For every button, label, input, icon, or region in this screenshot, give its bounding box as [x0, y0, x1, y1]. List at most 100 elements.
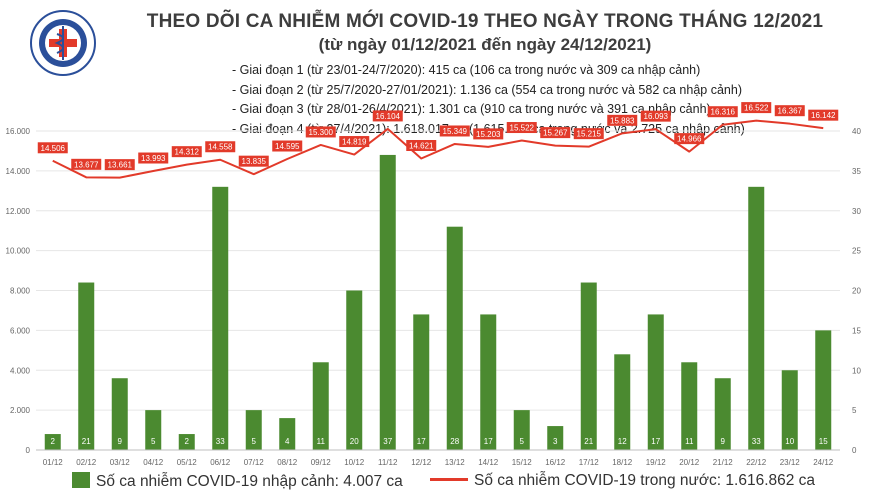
y-left-tick-label: 4.000	[10, 366, 31, 375]
line-value-label: 16.104	[376, 112, 401, 121]
bar	[714, 378, 731, 450]
line-value-label-box	[439, 125, 470, 137]
bar-value-label: 2	[185, 437, 190, 446]
line-value-label-box	[305, 126, 336, 138]
x-tick-label: 09/12	[311, 458, 332, 467]
line-value-label-box	[272, 140, 303, 152]
bar	[647, 314, 664, 450]
line-value-label: 14.312	[175, 148, 200, 157]
legend-line-label: Số ca nhiễm COVID-19 trong nước: 1.616.8…	[474, 472, 816, 489]
x-tick-label: 02/12	[76, 458, 97, 467]
bar	[547, 426, 564, 450]
line-value-label: 15.522	[510, 124, 535, 133]
x-tick-label: 03/12	[110, 458, 131, 467]
line-value-label: 13.677	[74, 160, 99, 169]
line-value-label-box	[506, 122, 537, 134]
bar-value-label: 17	[417, 437, 426, 446]
legend-line-entry: Số ca nhiễm COVID-19 trong nước: 1.616.8…	[430, 472, 815, 490]
line-value-label: 15.267	[543, 129, 568, 138]
chart-subtitle: (từ ngày 01/12/2021 đến ngày 24/12/2021)	[318, 35, 652, 54]
x-tick-label: 04/12	[143, 458, 164, 467]
x-tick-label: 08/12	[277, 458, 298, 467]
line-value-label: 14.558	[208, 143, 233, 152]
bar-value-label: 33	[216, 437, 225, 446]
line-series: 14.506 13.677 13.661 13.993 14.312 14.558 13.8…	[37, 102, 839, 179]
y-right-tick-label: 5	[852, 406, 857, 415]
bar	[245, 410, 262, 450]
axes: 0 2.000 4.000 6.000 8.000 10.000 12.000 14.000 1…	[6, 127, 862, 467]
y-right-tick-label: 35	[852, 167, 861, 176]
y-right-tick-label: 30	[852, 207, 861, 216]
x-tick-label: 24/12	[813, 458, 834, 467]
line-value-label-box	[741, 102, 772, 114]
line-value-label: 14.966	[677, 135, 702, 144]
chart-title: THEO DÕI CA NHIỄM MỚI COVID-19 THEO NGÀY…	[146, 11, 824, 32]
bar	[379, 154, 396, 451]
bar	[781, 370, 798, 450]
line-value-label-box	[205, 141, 236, 153]
legend-bar-swatch	[72, 472, 90, 488]
line-value-label: 16.316	[711, 108, 736, 117]
bar	[145, 410, 162, 450]
line-value-label-box	[138, 152, 169, 164]
bar	[279, 418, 296, 450]
x-tick-label: 21/12	[713, 458, 734, 467]
bar-value-label: 21	[82, 437, 91, 446]
x-tick-label: 13/12	[445, 458, 466, 467]
bar-value-label: 17	[651, 437, 660, 446]
line-value-label: 16.093	[644, 112, 669, 121]
phase-2-text: - Giai đoạn 2 (từ 25/7/2020-27/01/2021):…	[232, 82, 742, 97]
legend-bar-entry: Số ca nhiễm COVID-19 nhập cảnh: 4.007 ca	[72, 472, 403, 491]
line-value-label-box	[808, 109, 839, 121]
line-value-label: 14.506	[41, 144, 66, 153]
y-left-tick-label: 8.000	[10, 287, 31, 296]
y-right-tick-label: 25	[852, 247, 861, 256]
y-right-tick-label: 40	[852, 127, 861, 136]
bar-value-label: 2	[51, 437, 56, 446]
bar-value-label: 4	[285, 437, 290, 446]
ministry-of-health-logo	[30, 10, 96, 76]
bar	[212, 186, 229, 450]
bar-value-label: 11	[685, 437, 694, 446]
line-value-label-box	[573, 128, 604, 140]
title-block: THEO DÕI CA NHIỄM MỚI COVID-19 THEO NGÀY…	[140, 10, 830, 56]
y-left-tick-label: 16.000	[6, 127, 31, 136]
bar	[748, 186, 765, 450]
line-value-label: 13.661	[108, 161, 133, 170]
bar	[480, 314, 497, 450]
x-tick-label: 12/12	[411, 458, 432, 467]
bar-value-label: 3	[553, 437, 558, 446]
x-tick-label: 15/12	[512, 458, 533, 467]
line-value-label-box	[339, 136, 370, 148]
y-right-tick-label: 15	[852, 326, 861, 335]
bar-value-label: 20	[350, 437, 359, 446]
y-left-tick-label: 0	[26, 446, 31, 455]
bar	[446, 226, 463, 450]
line-value-label: 16.142	[811, 111, 836, 120]
phase-1-text: - Giai đoạn 1 (từ 23/01-24/7/2020): 415 …	[232, 63, 701, 77]
line-value-label-box	[674, 133, 705, 145]
y-left-tick-label: 10.000	[6, 247, 31, 256]
y-left-tick-label: 12.000	[6, 207, 31, 216]
bar-value-label: 17	[484, 437, 493, 446]
x-tick-label: 07/12	[244, 458, 265, 467]
y-left-tick-label: 2.000	[10, 406, 31, 415]
bar	[111, 378, 128, 450]
bar	[413, 314, 430, 450]
bar	[614, 354, 631, 450]
line-value-label-box	[171, 146, 202, 158]
bar-value-label: 5	[252, 437, 257, 446]
y-left-tick-label: 14.000	[6, 167, 31, 176]
bar-value-label: 37	[383, 437, 392, 446]
bar-value-label: 12	[618, 437, 627, 446]
bar-value-label: 28	[450, 437, 459, 446]
x-tick-label: 06/12	[210, 458, 231, 467]
x-tick-label: 20/12	[679, 458, 700, 467]
line-value-label-box	[640, 110, 671, 122]
y-left-tick-label: 6.000	[10, 326, 31, 335]
bar-value-label: 10	[785, 437, 794, 446]
line-value-label-box	[238, 155, 269, 167]
y-right-tick-label: 10	[852, 366, 861, 375]
bar	[312, 362, 329, 450]
